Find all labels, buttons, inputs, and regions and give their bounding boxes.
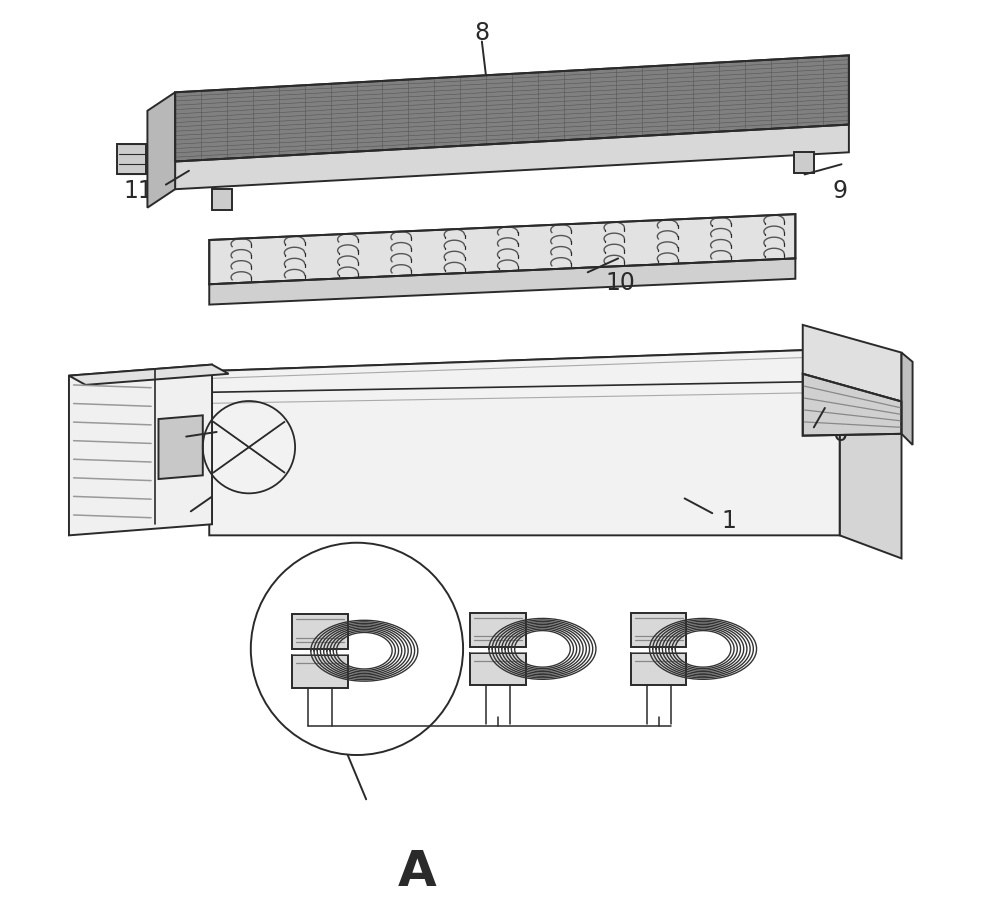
Text: 7: 7 bbox=[156, 507, 171, 531]
Polygon shape bbox=[292, 655, 348, 688]
Polygon shape bbox=[631, 653, 686, 685]
Text: 10: 10 bbox=[605, 271, 635, 295]
Polygon shape bbox=[470, 653, 526, 685]
Polygon shape bbox=[803, 374, 902, 436]
Polygon shape bbox=[902, 353, 913, 445]
Polygon shape bbox=[69, 365, 229, 385]
Polygon shape bbox=[209, 214, 795, 284]
Text: 12: 12 bbox=[142, 426, 172, 450]
Text: A: A bbox=[398, 848, 436, 896]
Text: 6: 6 bbox=[832, 422, 847, 446]
Polygon shape bbox=[209, 349, 902, 396]
Text: 9: 9 bbox=[832, 179, 847, 203]
Polygon shape bbox=[470, 613, 526, 647]
Polygon shape bbox=[158, 415, 203, 479]
Polygon shape bbox=[212, 189, 232, 210]
Polygon shape bbox=[794, 152, 814, 173]
Polygon shape bbox=[147, 92, 175, 208]
Polygon shape bbox=[631, 613, 686, 647]
Text: 11: 11 bbox=[123, 179, 153, 203]
Text: 8: 8 bbox=[474, 21, 489, 45]
Polygon shape bbox=[209, 258, 795, 305]
Polygon shape bbox=[209, 349, 840, 535]
Polygon shape bbox=[840, 349, 902, 558]
Polygon shape bbox=[803, 325, 902, 402]
Polygon shape bbox=[210, 365, 212, 408]
Polygon shape bbox=[175, 55, 849, 162]
Polygon shape bbox=[292, 614, 348, 649]
Polygon shape bbox=[175, 125, 849, 189]
Polygon shape bbox=[117, 144, 146, 174]
Text: 1: 1 bbox=[721, 509, 736, 533]
Polygon shape bbox=[69, 365, 212, 535]
